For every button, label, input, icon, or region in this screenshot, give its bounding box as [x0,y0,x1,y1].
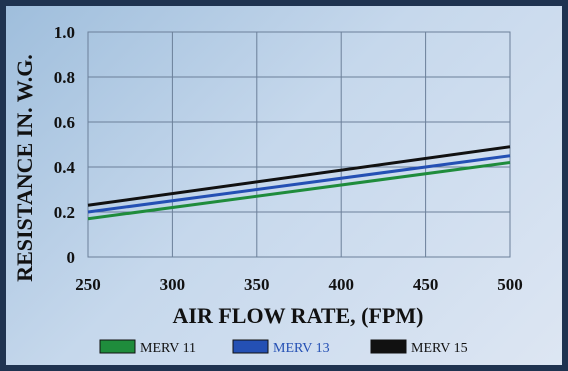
y-tick-label-4: 0.8 [54,68,75,87]
legend: MERV 11 MERV 13 MERV 15 [99,339,468,356]
plot-area-border [87,31,511,258]
x-tick-label-5: 500 [497,275,523,294]
series-line-merv-11 [87,161,511,221]
y-tick-label-5: 1.0 [54,23,75,42]
y-axis-title: RESISTANCE IN. W.G. [12,54,37,282]
y-tick-label-1: 0.2 [54,203,75,222]
y-tick-label-2: 0.4 [54,158,76,177]
series-line-merv-15 [87,145,511,207]
series-lines [87,145,511,221]
legend-label-merv-15: MERV 15 [411,341,468,356]
x-tick-label-3: 400 [328,275,354,294]
x-axis-title: AIR FLOW RATE, (FPM) [173,303,424,328]
tick-labels: 250 300 350 400 450 500 0 0.2 0.4 0.6 0.8 1.0 [54,23,523,294]
grid [87,31,511,258]
x-tick-label-0: 250 [75,275,101,294]
chart-svg: 250 300 350 400 450 500 0 0.2 0.4 0.6 0.8 1.0 AIR F… [12,23,523,356]
y-tick-label-0: 0 [67,248,76,267]
y-tick-label-3: 0.6 [54,113,75,132]
x-tick-label-4: 450 [413,275,439,294]
legend-swatch-merv-13 [232,339,269,354]
legend-swatch-merv-11 [99,339,136,354]
legend-label-merv-13: MERV 13 [273,341,330,356]
series-line-merv-13 [87,154,511,214]
x-tick-label-1: 300 [160,275,186,294]
x-tick-label-2: 350 [244,275,270,294]
legend-label-merv-11: MERV 11 [140,341,196,356]
legend-swatch-merv-15 [370,339,407,354]
